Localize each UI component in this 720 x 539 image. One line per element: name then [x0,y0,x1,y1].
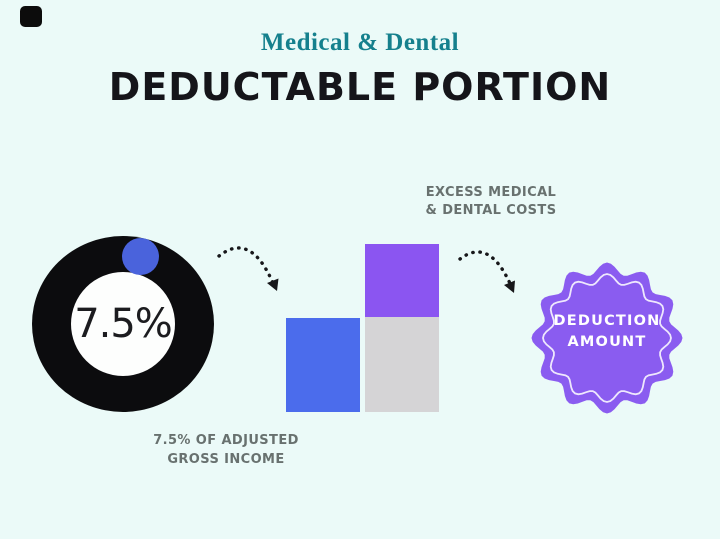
bars-label: EXCESS MEDICAL & DENTAL COSTS [391,184,591,220]
donut-percent-label: 7.5% [74,301,173,347]
donut-chart: 7.5% [32,236,214,412]
badge-seal-inner-ring [542,273,672,403]
bars-label-line1: EXCESS MEDICAL [425,185,557,200]
bar-segment-excess-costs [365,244,439,317]
bars-label-line2: & DENTAL COSTS [425,203,557,218]
dotted-arrow-left [217,246,277,290]
donut-caption-line2: GROSS INCOME [167,452,285,467]
deduction-badge [531,262,683,414]
page-title: DEDUCTABLE PORTION [108,65,612,109]
badge-seal-outer [531,262,683,414]
dotted-arrow-right [458,250,514,290]
bar-medical-costs-stack [365,244,439,412]
logo-mark [20,6,42,27]
donut-caption-line1: 7.5% OF ADJUSTED [153,433,299,448]
badge-label: DEDUCTION AMOUNT [531,311,683,353]
donut-marker-dot [122,238,159,275]
bar-segment-base-costs [365,317,439,412]
dotted-arrow-left-head [267,278,279,291]
dotted-arrow-right-head [504,280,515,293]
badge-label-line1: DEDUCTION [553,313,661,329]
donut-hole: 7.5% [71,272,175,376]
donut-caption: 7.5% OF ADJUSTED GROSS INCOME [106,431,346,469]
badge-label-line2: AMOUNT [567,334,647,350]
eyebrow-title: Medical & Dental [260,29,460,56]
bar-adjusted-gross-income [286,318,360,412]
